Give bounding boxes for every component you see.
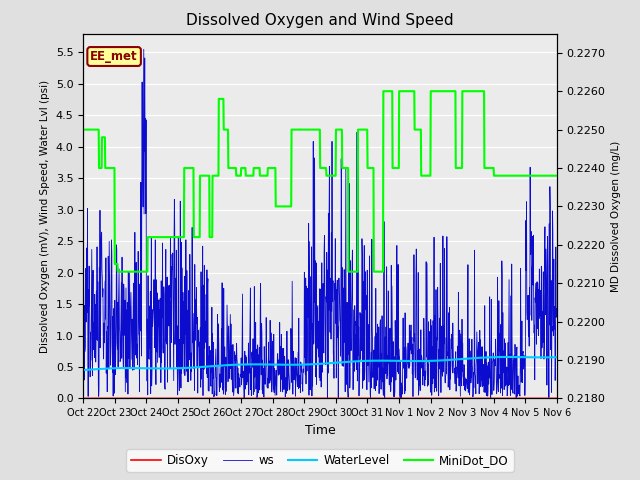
ws — [140, 47, 148, 52]
DisOxy — [173, 396, 181, 401]
DisOxy — [237, 396, 245, 401]
Line: WaterLevel: WaterLevel — [83, 357, 557, 370]
ws — [456, 336, 463, 342]
DisOxy — [393, 396, 401, 401]
Y-axis label: MD Dissolved Oxygen (mg/L): MD Dissolved Oxygen (mg/L) — [611, 140, 621, 292]
DisOxy — [185, 396, 193, 401]
WaterLevel — [503, 354, 511, 360]
WaterLevel — [185, 365, 193, 371]
WaterLevel — [497, 354, 504, 360]
WaterLevel — [173, 365, 181, 371]
ws — [173, 370, 181, 376]
DisOxy — [553, 396, 561, 401]
MiniDot_DO — [497, 173, 505, 179]
WaterLevel — [237, 361, 245, 367]
MiniDot_DO — [173, 234, 181, 240]
WaterLevel — [393, 358, 401, 364]
MiniDot_DO — [238, 165, 246, 171]
MiniDot_DO — [394, 165, 401, 171]
DisOxy — [455, 396, 463, 401]
MiniDot_DO — [553, 173, 561, 179]
X-axis label: Time: Time — [305, 424, 335, 437]
WaterLevel — [455, 357, 463, 362]
ws — [394, 352, 401, 358]
MiniDot_DO — [79, 127, 87, 132]
ws — [497, 385, 505, 391]
ws — [240, 396, 248, 401]
ws — [185, 288, 193, 293]
DisOxy — [79, 396, 87, 401]
WaterLevel — [553, 354, 561, 360]
MiniDot_DO — [380, 88, 387, 94]
Line: ws: ws — [83, 49, 557, 398]
Line: MiniDot_DO: MiniDot_DO — [83, 91, 557, 272]
Legend: DisOxy, ws, WaterLevel, MiniDot_DO: DisOxy, ws, WaterLevel, MiniDot_DO — [127, 449, 513, 472]
MiniDot_DO — [185, 165, 193, 171]
ws — [553, 306, 561, 312]
DisOxy — [497, 396, 504, 401]
MiniDot_DO — [114, 269, 122, 275]
ws — [79, 291, 87, 297]
Text: EE_met: EE_met — [90, 50, 138, 63]
Y-axis label: Dissolved Oxygen (mV), Wind Speed, Water Lvl (psi): Dissolved Oxygen (mV), Wind Speed, Water… — [40, 79, 50, 353]
Title: Dissolved Oxygen and Wind Speed: Dissolved Oxygen and Wind Speed — [186, 13, 454, 28]
WaterLevel — [79, 367, 87, 373]
MiniDot_DO — [456, 165, 463, 171]
ws — [238, 376, 246, 382]
